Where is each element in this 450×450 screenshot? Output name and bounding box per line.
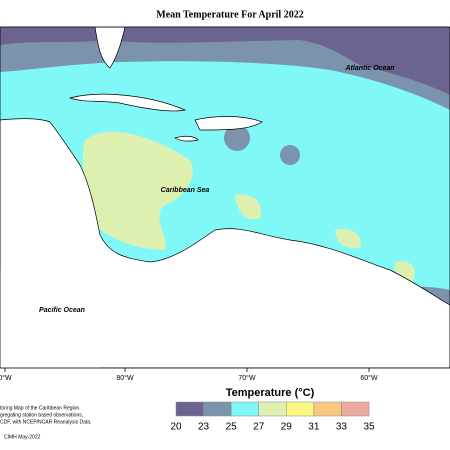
legend-tick-label: 35	[363, 422, 375, 433]
hispaniola	[194, 116, 263, 131]
lon-label: 0°W	[0, 374, 12, 382]
ocean-label: Pacific Ocean	[39, 307, 85, 314]
lon-label: 80°W	[116, 374, 134, 382]
purple-band	[0, 27, 450, 95]
legend-swatch	[313, 401, 342, 417]
legend-swatch	[258, 401, 287, 417]
legend-tick-label: 27	[253, 422, 265, 433]
legend-tick-label: 23	[198, 422, 210, 433]
pacific	[0, 267, 100, 368]
map: Atlantic Ocean Caribbean Sea Pacific Oce…	[0, 26, 450, 369]
warm-patch	[335, 228, 361, 249]
sea-label: Caribbean Sea	[161, 187, 210, 194]
legend-swatch	[341, 401, 370, 417]
legend-tick-label: 31	[308, 422, 320, 433]
legend-swatch	[286, 401, 315, 417]
mainland	[0, 118, 450, 368]
florida	[94, 27, 126, 69]
jamaica	[174, 135, 199, 142]
footnote-line: toring Map of the Caribbean Region.	[0, 405, 81, 411]
footnote: toring Map of the Caribbean Region.grega…	[0, 405, 91, 425]
map-title: Mean Temperature For April 2022	[156, 9, 303, 20]
legend-tick-label: 25	[226, 422, 238, 433]
cool-patch	[280, 145, 300, 165]
legend-tick-label: 20	[170, 422, 182, 433]
lon-label: 70°W	[238, 374, 256, 382]
warm-patch	[83, 131, 193, 250]
legend-swatch	[203, 401, 232, 417]
legend: 20 23 25 27 29 31 33 35	[170, 401, 375, 433]
legend-tick-label: 29	[281, 422, 293, 433]
footnote-line: gregating station based observations,	[0, 412, 83, 418]
footnote-line: CDF, with NCEP/NCAR Reanalysis Data.	[0, 419, 91, 425]
warm-patch	[235, 194, 261, 220]
cool-patch	[224, 125, 250, 151]
ocean-label: Atlantic Ocean	[344, 65, 394, 72]
legend-swatch	[175, 401, 204, 417]
credit: CIMH May-2022	[4, 434, 41, 440]
map-frame	[0, 26, 450, 369]
lon-label: 60°W	[360, 374, 378, 382]
legend-title: Temperature (°C)	[226, 387, 315, 399]
cuba	[68, 93, 187, 112]
legend-tick-label: 33	[336, 422, 348, 433]
legend-swatch	[230, 401, 259, 417]
longitude-labels: 0°W 80°W 70°W 60°W	[0, 368, 378, 382]
